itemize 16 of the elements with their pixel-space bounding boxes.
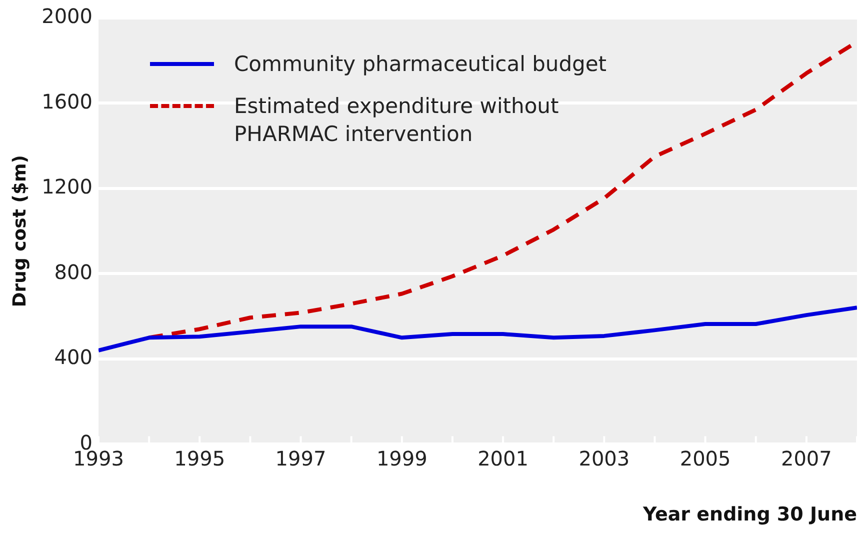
x-tick-label: 2007 [780, 446, 832, 470]
legend-label: Community pharmaceutical budget [234, 51, 607, 78]
x-tick-label: 1999 [376, 446, 428, 470]
x-tick-label: 2005 [680, 446, 731, 470]
y-tick-label: 400 [54, 345, 92, 370]
y-tick-label: 2000 [42, 4, 92, 28]
y-axis-title: Drug cost ($m) [9, 155, 30, 308]
y-tick-label: 800 [54, 260, 92, 284]
x-axis-title: Year ending 30 June [642, 504, 857, 526]
legend-label: Estimated expenditure without PHARMAC intervention [234, 93, 560, 148]
y-tick-label: 1600 [42, 89, 92, 114]
x-tick-label: 2003 [578, 446, 630, 470]
x-tick-label: 1995 [174, 446, 226, 470]
x-tick-label: 2001 [478, 446, 528, 470]
y-tick-label: 1200 [42, 174, 92, 199]
x-tick-label: 1997 [275, 446, 326, 470]
